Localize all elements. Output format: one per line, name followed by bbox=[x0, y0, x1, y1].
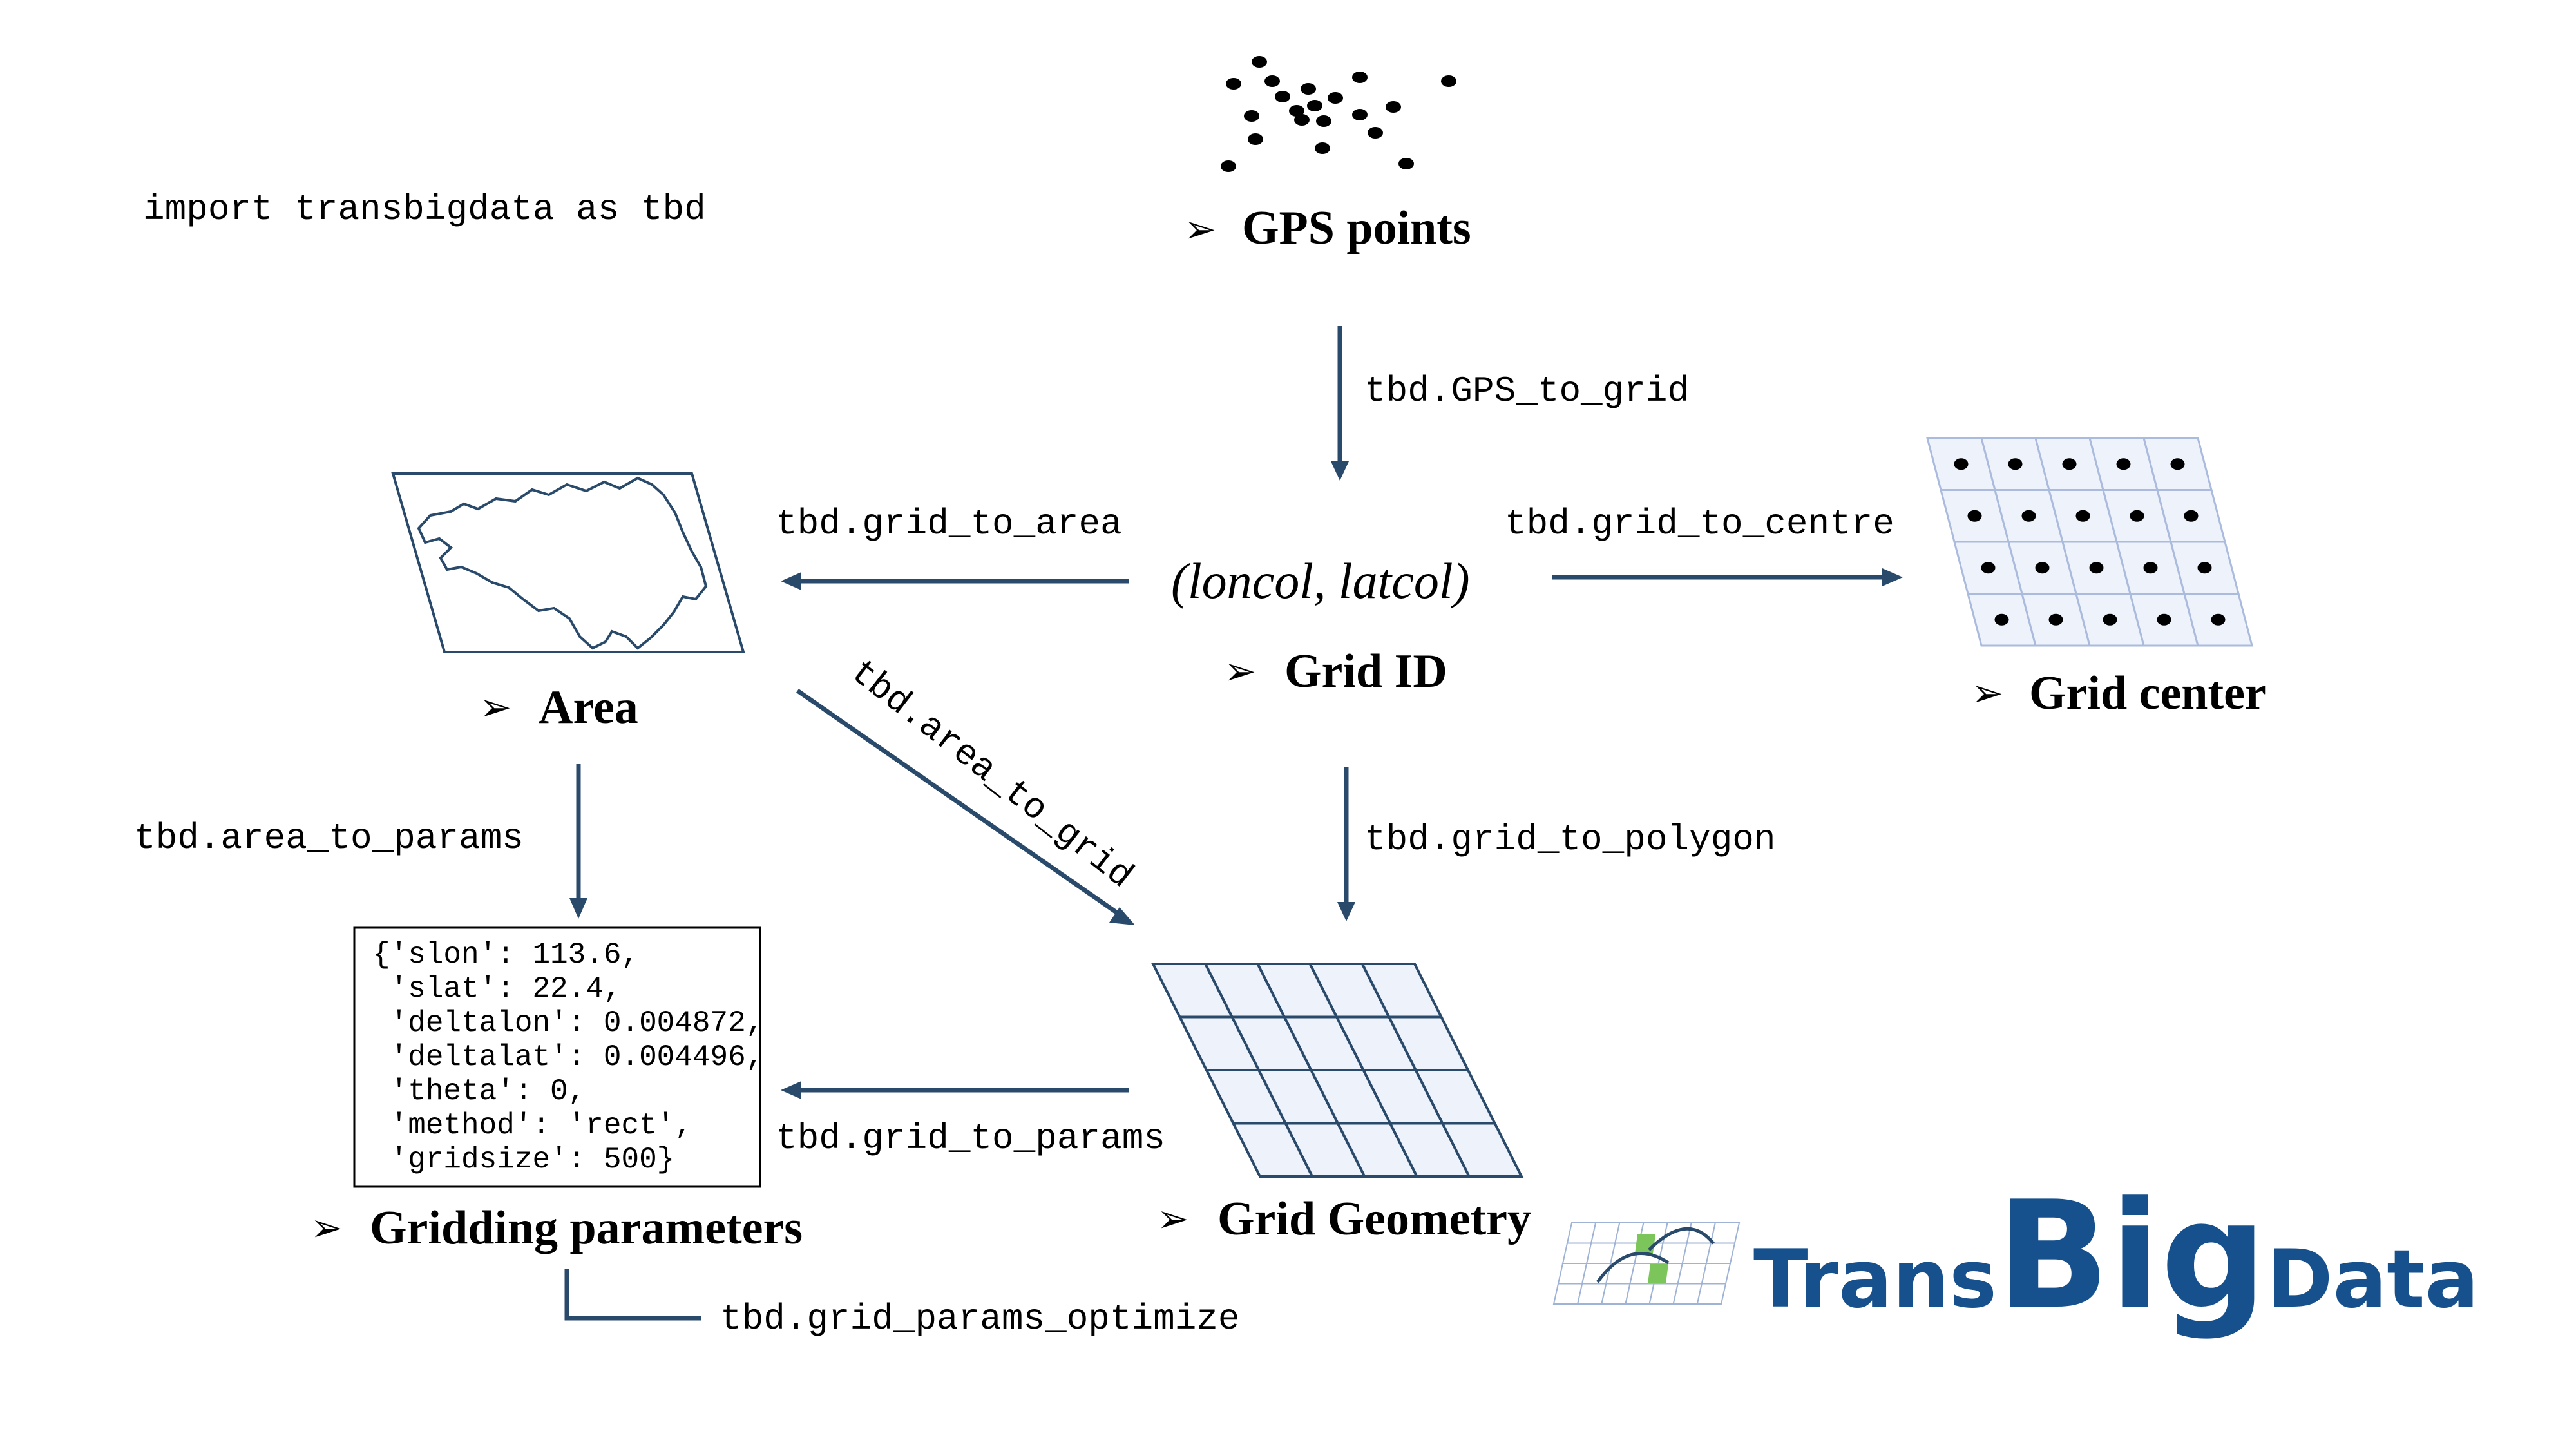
grid-center-dot bbox=[2130, 510, 2144, 522]
grid-center-dot bbox=[1967, 510, 1982, 522]
logo-highlight-cell bbox=[1635, 1234, 1655, 1254]
arrow-gps-to-grid bbox=[1331, 326, 1349, 481]
grid-center-dot bbox=[2184, 510, 2199, 522]
grid-center-dot bbox=[2008, 458, 2023, 470]
grid-center-visual bbox=[1926, 437, 2253, 647]
params-line: 'slat': 22.4, bbox=[372, 972, 621, 1006]
bullet-arrow-icon: ➢ bbox=[1224, 649, 1256, 694]
grid-center-cells bbox=[1926, 437, 2253, 647]
gps-points-node: ➢ GPS points bbox=[1184, 202, 1471, 254]
arrow-grid-to-params bbox=[781, 1081, 1129, 1099]
fn-area-to-grid: tbd.area_to_grid bbox=[843, 651, 1141, 897]
arrow-grid-to-centre bbox=[1552, 568, 1903, 586]
params-line: {'slon': 113.6, bbox=[372, 938, 639, 972]
grid-center-dot bbox=[1994, 613, 2009, 626]
grid-center-dot bbox=[2089, 562, 2104, 574]
logo-highlight-cell bbox=[1648, 1264, 1668, 1283]
fn-grid-to-centre: tbd.grid_to_centre bbox=[1505, 503, 1894, 544]
grid-center-dot bbox=[2035, 562, 2050, 574]
params-line: 'theta': 0, bbox=[372, 1075, 586, 1108]
gridding-parameters-node: ➢ Gridding parameters bbox=[310, 1202, 803, 1254]
fn-grid-to-area: tbd.grid_to_area bbox=[776, 503, 1122, 544]
logo-arc-icon bbox=[1648, 1227, 1715, 1251]
fn-grid-to-polygon: tbd.grid_to_polygon bbox=[1364, 819, 1776, 860]
grid-center-dot bbox=[2062, 458, 2077, 470]
bullet-arrow-icon: ➢ bbox=[1184, 207, 1216, 252]
logo-wordmark: TransBigData bbox=[1753, 1170, 2479, 1342]
logo-grid-icon bbox=[1552, 1222, 1741, 1305]
grid-center-dot bbox=[2048, 613, 2063, 626]
fn-gps-to-grid: tbd.GPS_to_grid bbox=[1364, 370, 1689, 412]
transbigdata-logo: TransBigData bbox=[1552, 1170, 2479, 1342]
optimize-connector bbox=[564, 1269, 701, 1321]
logo-trans: Trans bbox=[1753, 1233, 1997, 1326]
grid-center-dot bbox=[2211, 613, 2226, 626]
gridding-parameters-label: Gridding parameters bbox=[370, 1202, 803, 1254]
grid-center-dot bbox=[2021, 510, 2036, 522]
params-box: {'slon': 113.6, 'slat': 22.4, 'deltalon'… bbox=[353, 926, 763, 1188]
grid-center-node: ➢ Grid center bbox=[1971, 667, 2266, 720]
grid-id-label: Grid ID bbox=[1284, 645, 1447, 698]
import-statement: import transbigdata as tbd bbox=[143, 189, 706, 230]
logo-grid-cell bbox=[1705, 1242, 1736, 1264]
grid-center-dot bbox=[2197, 562, 2212, 574]
grid-geometry-cell bbox=[1440, 1122, 1524, 1178]
logo-grid-cell bbox=[1696, 1283, 1727, 1305]
grid-geometry-label: Grid Geometry bbox=[1217, 1193, 1531, 1245]
grid-center-dot bbox=[2116, 458, 2131, 470]
gps-points-scatter bbox=[1221, 56, 1456, 172]
grid-center-dot bbox=[1981, 562, 1996, 574]
grid-geometry-node: ➢ Grid Geometry bbox=[1157, 1193, 1531, 1245]
area-boundary bbox=[417, 476, 708, 650]
params-line: 'deltalat': 0.004496, bbox=[372, 1041, 763, 1074]
logo-arc-icon bbox=[1596, 1252, 1670, 1283]
bullet-arrow-icon: ➢ bbox=[1157, 1196, 1189, 1242]
arrow-area-to-grid bbox=[796, 689, 1135, 925]
grid-center-dot bbox=[2103, 613, 2117, 626]
logo-grid-cell bbox=[1701, 1263, 1732, 1285]
area-map bbox=[391, 472, 745, 653]
grid-center-dot bbox=[1954, 458, 1969, 470]
grid-center-dot bbox=[2170, 458, 2185, 470]
grid-center-label: Grid center bbox=[2029, 667, 2266, 720]
grid-center-dot bbox=[2143, 562, 2158, 574]
area-frame bbox=[391, 472, 745, 653]
grid-id-tuple: (loncol, latcol) bbox=[1171, 553, 1470, 609]
logo-big: Big bbox=[1997, 1170, 2267, 1342]
fn-grid-to-params: tbd.grid_to_params bbox=[776, 1118, 1165, 1159]
params-line: 'gridsize': 500} bbox=[372, 1143, 674, 1176]
params-line: 'deltalon': 0.004872, bbox=[372, 1006, 763, 1040]
grid-geometry-visual bbox=[1150, 963, 1524, 1178]
arrow-grid-to-area bbox=[781, 572, 1129, 590]
params-line: 'method': 'rect', bbox=[372, 1109, 692, 1142]
fn-area-to-params: tbd.area_to_params bbox=[134, 818, 524, 859]
arrow-area-to-params bbox=[569, 764, 587, 919]
logo-data: Data bbox=[2267, 1233, 2479, 1326]
gps-points-label: GPS points bbox=[1242, 202, 1471, 254]
bullet-arrow-icon: ➢ bbox=[1971, 671, 2003, 716]
bullet-arrow-icon: ➢ bbox=[310, 1205, 343, 1251]
grid-center-dots bbox=[1954, 458, 2226, 626]
grid-center-dot bbox=[2157, 613, 2171, 626]
logo-grid-cell bbox=[1710, 1222, 1741, 1244]
grid-center-dot bbox=[2075, 510, 2090, 522]
grid-id-node: (loncol, latcol) ➢ Grid ID bbox=[1171, 553, 1470, 698]
area-label: Area bbox=[539, 681, 638, 734]
bullet-arrow-icon: ➢ bbox=[479, 685, 511, 730]
params-box-frame bbox=[353, 926, 761, 1188]
arrow-grid-to-polygon bbox=[1337, 767, 1355, 921]
fn-grid-params-optimize: tbd.grid_params_optimize bbox=[720, 1298, 1240, 1339]
area-node: ➢ Area bbox=[479, 681, 638, 734]
